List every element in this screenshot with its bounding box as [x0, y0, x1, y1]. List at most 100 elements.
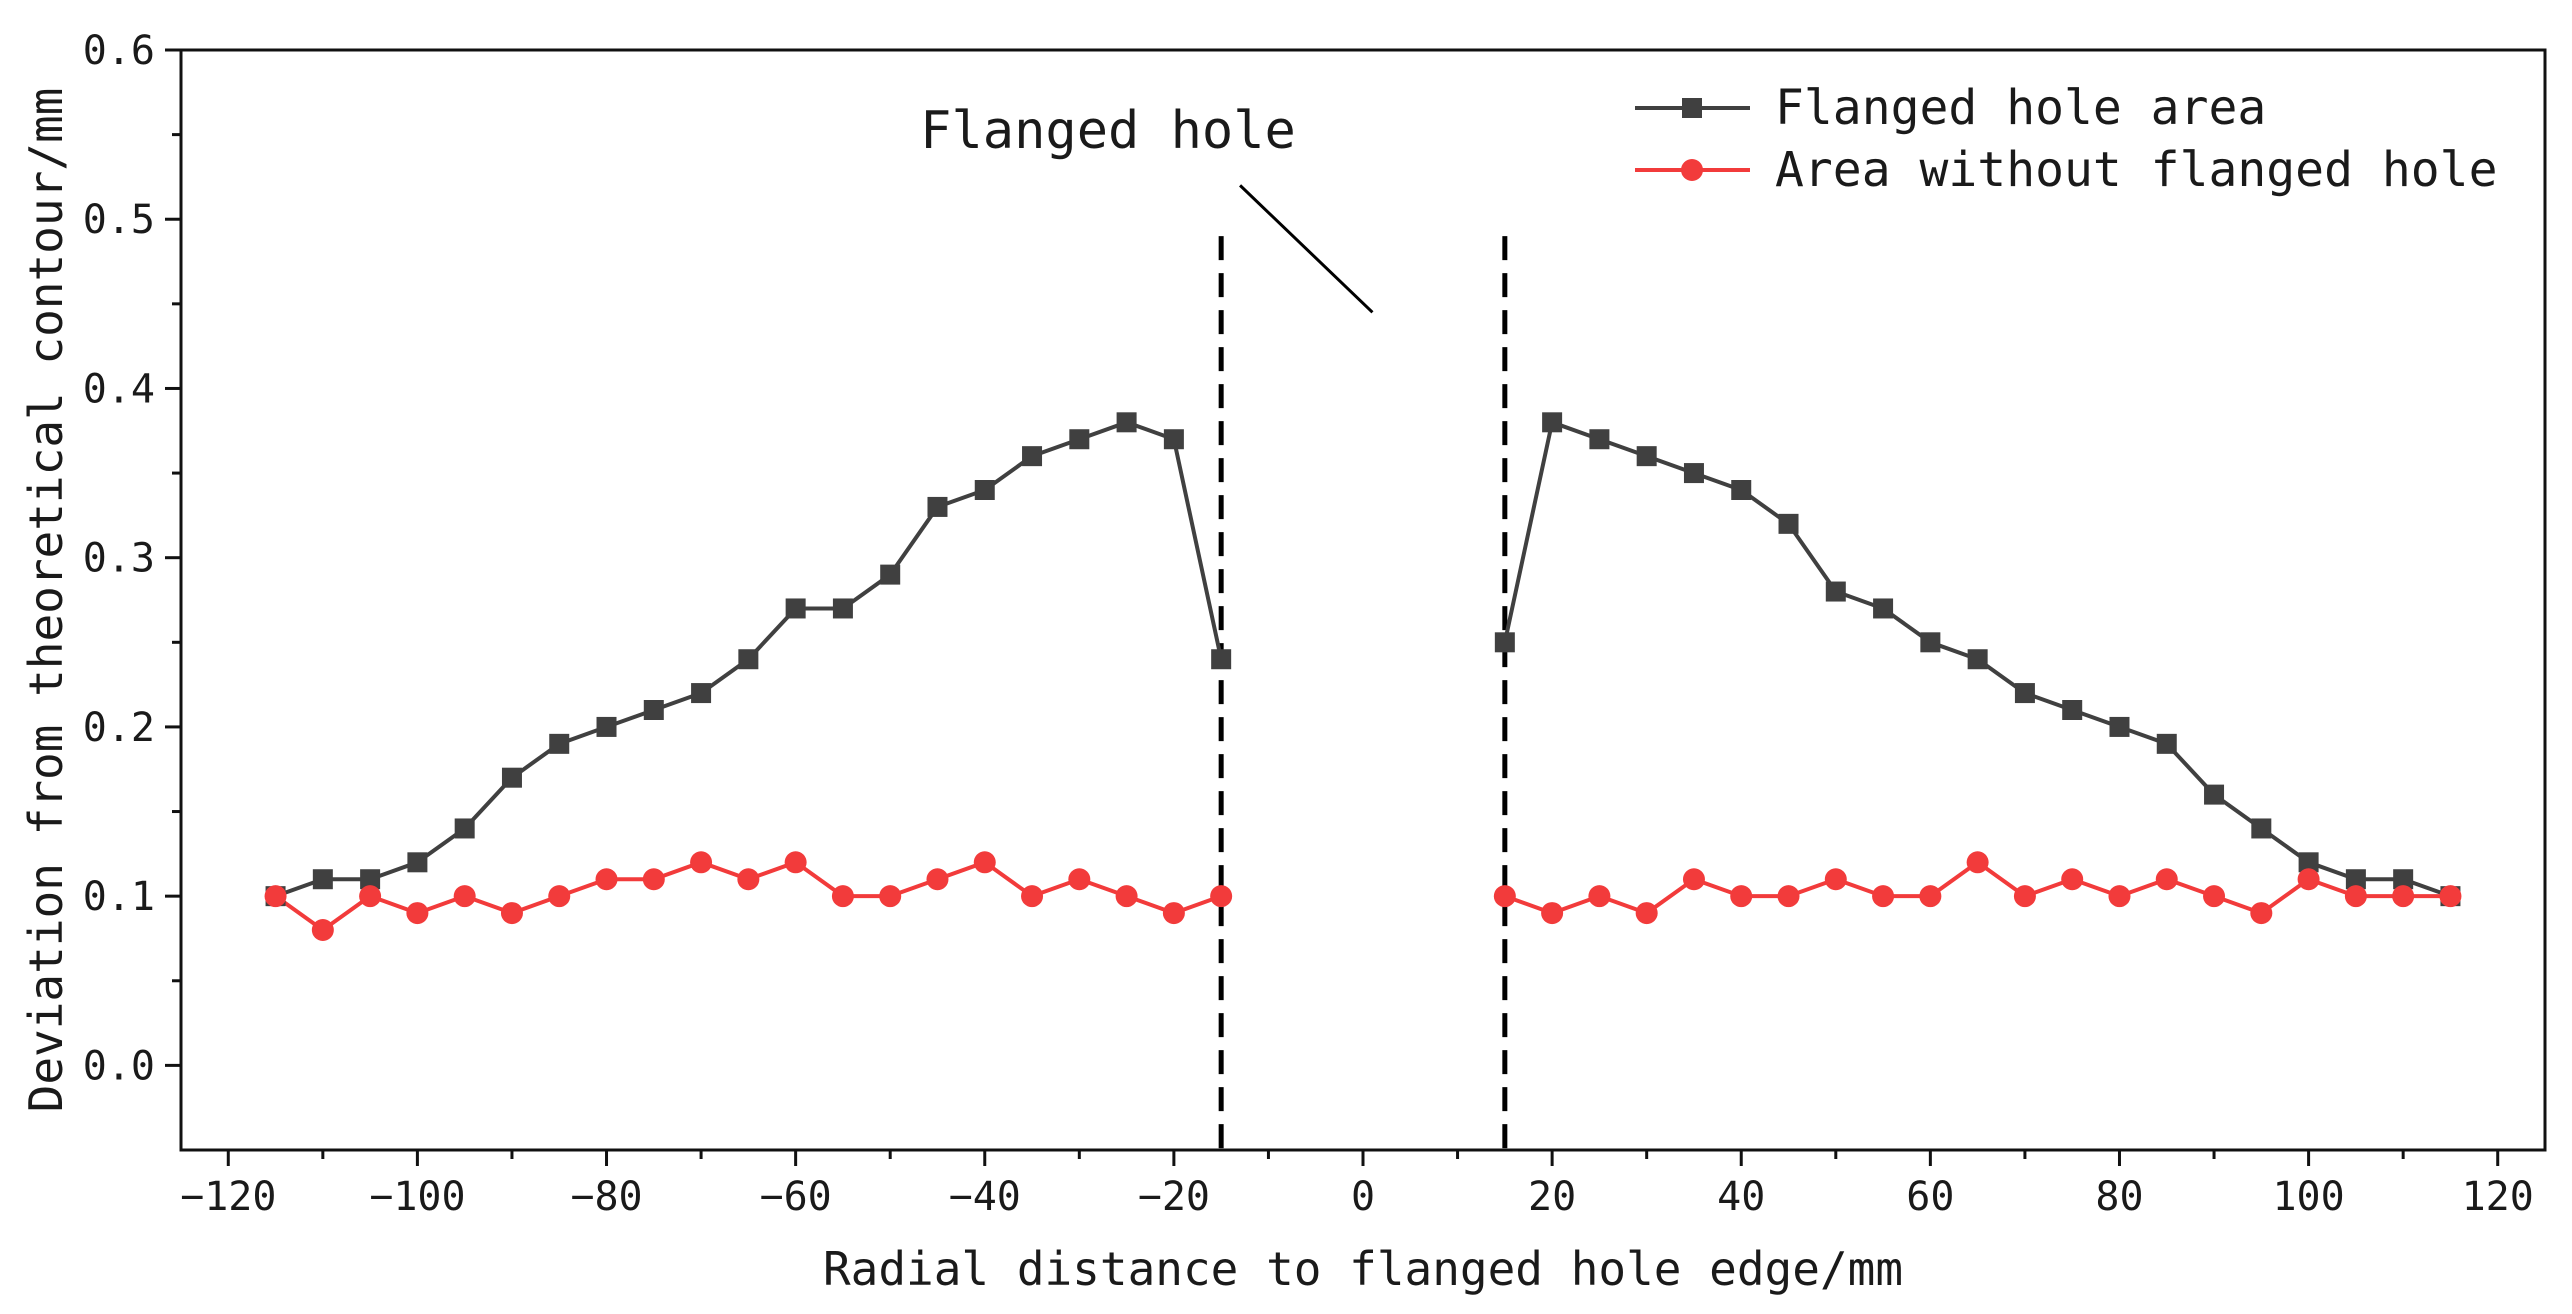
data-point-area-without-flanged-hole [2392, 885, 2415, 908]
data-point-area-without-flanged-hole [1115, 885, 1138, 908]
legend-label-area-without-flanged-hole: Area without flanged hole [1775, 142, 2497, 198]
data-point-flanged-hole-area [2251, 818, 2272, 839]
data-point-flanged-hole-area [1494, 632, 1515, 653]
x-tick-label: −100 [369, 1174, 465, 1220]
data-point-area-without-flanged-hole [453, 885, 476, 908]
data-point-flanged-hole-area [407, 852, 428, 873]
data-point-flanged-hole-area [2062, 700, 2083, 720]
annotation-label-flanged-hole: Flanged hole [920, 101, 1296, 161]
y-axis-ticks [165, 48, 181, 1067]
data-point-area-without-flanged-hole [359, 885, 382, 908]
x-tick-label: −80 [570, 1174, 642, 1220]
data-point-flanged-hole-area [2345, 869, 2366, 890]
legend-entry-flanged-hole-area: Flanged hole area [1635, 80, 2266, 136]
data-point-area-without-flanged-hole [1068, 868, 1091, 891]
data-point-area-without-flanged-hole [1919, 885, 1942, 908]
data-point-area-without-flanged-hole [642, 868, 665, 891]
data-point-area-without-flanged-hole [2250, 902, 2273, 925]
data-point-flanged-hole-area [2014, 683, 2035, 704]
data-point-area-without-flanged-hole [1635, 902, 1658, 925]
data-point-area-without-flanged-hole [264, 885, 287, 908]
data-point-area-without-flanged-hole [2108, 885, 2131, 908]
data-point-area-without-flanged-hole [1021, 885, 1044, 908]
data-point-flanged-hole-area [1636, 446, 1657, 467]
x-tick-label: −40 [949, 1174, 1021, 1220]
data-point-flanged-hole-area [360, 869, 381, 890]
x-tick-label: 60 [1906, 1174, 1954, 1220]
x-tick-label: 40 [1717, 1174, 1765, 1220]
data-point-flanged-hole-area [1825, 581, 1846, 602]
data-point-flanged-hole-area [691, 683, 712, 704]
data-point-area-without-flanged-hole [2297, 868, 2320, 891]
x-tick-label: −20 [1138, 1174, 1210, 1220]
legend-marker-circle [1681, 159, 1703, 181]
data-point-flanged-hole-area [2156, 733, 2177, 754]
data-point-flanged-hole-area [1116, 412, 1137, 433]
x-tick-label: −120 [180, 1174, 276, 1220]
x-tick-label: 20 [1528, 1174, 1576, 1220]
data-point-flanged-hole-area [738, 649, 759, 670]
data-point-flanged-hole-area [974, 480, 995, 500]
legend-marker-square [1682, 98, 1702, 118]
data-point-area-without-flanged-hole [1824, 868, 1847, 891]
plot-area-frame [179, 48, 2547, 1152]
y-axis-tick-labels: 0.0 0.1 0.2 0.3 0.4 0.5 0.6 [83, 28, 155, 1089]
data-point-flanged-hole-area [501, 767, 522, 788]
data-point-area-without-flanged-hole [879, 885, 902, 908]
data-point-area-without-flanged-hole [1210, 885, 1233, 908]
data-point-area-without-flanged-hole [1588, 885, 1611, 908]
data-point-flanged-hole-area [312, 869, 333, 890]
data-point-flanged-hole-area [880, 564, 901, 585]
data-point-area-without-flanged-hole [831, 885, 854, 908]
data-point-area-without-flanged-hole [1682, 868, 1705, 891]
legend: Flanged hole area Area without flanged h… [1635, 80, 2497, 198]
y-tick-label: 0.0 [83, 1043, 155, 1089]
data-point-area-without-flanged-hole [2344, 885, 2367, 908]
data-point-flanged-hole-area [643, 700, 664, 720]
data-point-area-without-flanged-hole [595, 868, 618, 891]
data-point-flanged-hole-area [2204, 784, 2225, 805]
legend-label-flanged-hole-area: Flanged hole area [1775, 80, 2266, 136]
data-point-area-without-flanged-hole [1872, 885, 1895, 908]
y-tick-label: 0.5 [83, 197, 155, 243]
data-point-flanged-hole-area [1069, 429, 1090, 450]
data-point-area-without-flanged-hole [1777, 885, 1800, 908]
data-point-flanged-hole-area [785, 598, 806, 619]
x-axis-title: Radial distance to flanged hole edge/mm [823, 1242, 1903, 1296]
data-point-area-without-flanged-hole [926, 868, 949, 891]
data-point-flanged-hole-area [596, 716, 617, 737]
data-point-flanged-hole-area [1873, 598, 1894, 619]
x-tick-label: 80 [2095, 1174, 2143, 1220]
data-point-flanged-hole-area [832, 598, 853, 619]
x-tick-label: 100 [2272, 1174, 2344, 1220]
x-tick-label: 0 [1351, 1174, 1375, 1220]
y-axis-title: Deviation from theoretical contour/mm [19, 88, 73, 1113]
data-point-area-without-flanged-hole [1730, 885, 1753, 908]
annotation-pointer-line [1239, 184, 1374, 314]
y-tick-label: 0.2 [83, 705, 155, 751]
data-point-flanged-hole-area [549, 733, 570, 754]
data-point-area-without-flanged-hole [2061, 868, 2084, 891]
y-tick-label: 0.6 [83, 28, 155, 74]
data-point-area-without-flanged-hole [548, 885, 571, 908]
data-point-area-without-flanged-hole [500, 902, 523, 925]
data-point-area-without-flanged-hole [311, 919, 334, 941]
data-point-flanged-hole-area [1211, 649, 1232, 670]
x-tick-label: 120 [2462, 1174, 2534, 1220]
series-layer [264, 412, 2462, 941]
data-point-flanged-hole-area [1731, 480, 1752, 500]
data-point-area-without-flanged-hole [2155, 868, 2178, 891]
data-point-flanged-hole-area [1022, 446, 1043, 467]
data-point-flanged-hole-area [454, 818, 475, 839]
legend-entry-area-without-flanged-hole: Area without flanged hole [1635, 142, 2497, 198]
data-point-flanged-hole-area [2109, 716, 2130, 737]
data-point-flanged-hole-area [1683, 463, 1704, 484]
data-point-area-without-flanged-hole [2203, 885, 2226, 908]
x-axis-tick-labels: −120 −100 −80 −60 −40 −20 0 20 40 60 80 100 120 [180, 1174, 2534, 1220]
data-point-area-without-flanged-hole [1493, 885, 1516, 908]
data-point-flanged-hole-area [1778, 513, 1799, 534]
y-tick-label: 0.3 [83, 536, 155, 582]
data-point-flanged-hole-area [1967, 649, 1988, 670]
